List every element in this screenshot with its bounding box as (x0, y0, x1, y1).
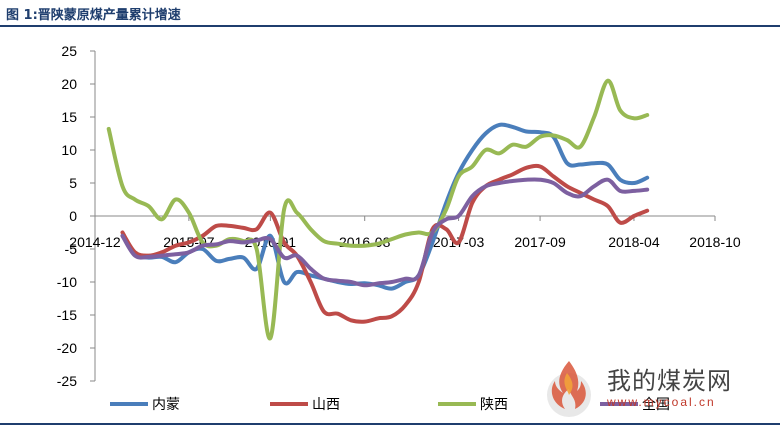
series-line (106, 78, 650, 341)
legend-item: 全国 (600, 396, 670, 413)
y-tick-label: -25 (57, 373, 77, 389)
watermark: 我的煤炭网 www.mycoal.cn (535, 355, 775, 420)
y-tick-label: -20 (57, 340, 77, 356)
series-0 (120, 122, 650, 291)
x-tick-label: 2014-12 (69, 234, 121, 250)
legend-label: 内蒙 (152, 397, 180, 413)
legend-label: 全国 (642, 396, 670, 413)
legend-label: 陕西 (480, 397, 508, 413)
y-tick-label: -15 (57, 307, 77, 323)
series-3 (120, 177, 650, 288)
y-tick-label: 25 (61, 43, 77, 59)
series-lines (106, 78, 650, 341)
bottom-divider (0, 423, 780, 425)
legend-item: 山西 (270, 397, 340, 413)
series-1 (120, 163, 650, 324)
legend-label: 山西 (312, 397, 340, 413)
x-tick-label: 2018-04 (608, 234, 660, 250)
y-tick-label: 10 (61, 142, 77, 158)
chart-legend: 内蒙 山西 陕西 全国 (110, 396, 670, 413)
legend-item: 内蒙 (110, 397, 180, 413)
series-line (120, 122, 650, 291)
chart-axes (90, 50, 716, 382)
series-line (120, 177, 650, 288)
watermark-url: www.mycoal.cn (607, 395, 716, 409)
watermark-text: 我的煤炭网 (607, 367, 732, 395)
y-tick-label: 5 (69, 175, 77, 191)
y-tick-label: -5 (65, 241, 78, 257)
y-tick-label: 0 (69, 208, 77, 224)
series-line (120, 163, 650, 324)
x-tick-label: 2017-09 (514, 234, 566, 250)
flame-logo-icon (547, 361, 591, 417)
y-tick-label: 20 (61, 76, 77, 92)
y-tick-label: 15 (61, 109, 77, 125)
series-2 (106, 78, 650, 341)
legend-item: 陕西 (438, 397, 508, 413)
y-tick-label: -10 (57, 274, 77, 290)
x-tick-label: 2018-10 (689, 234, 741, 250)
chart-title: 图 1:晋陕蒙原煤产量累计增速 (6, 8, 181, 23)
title-divider (0, 25, 780, 27)
